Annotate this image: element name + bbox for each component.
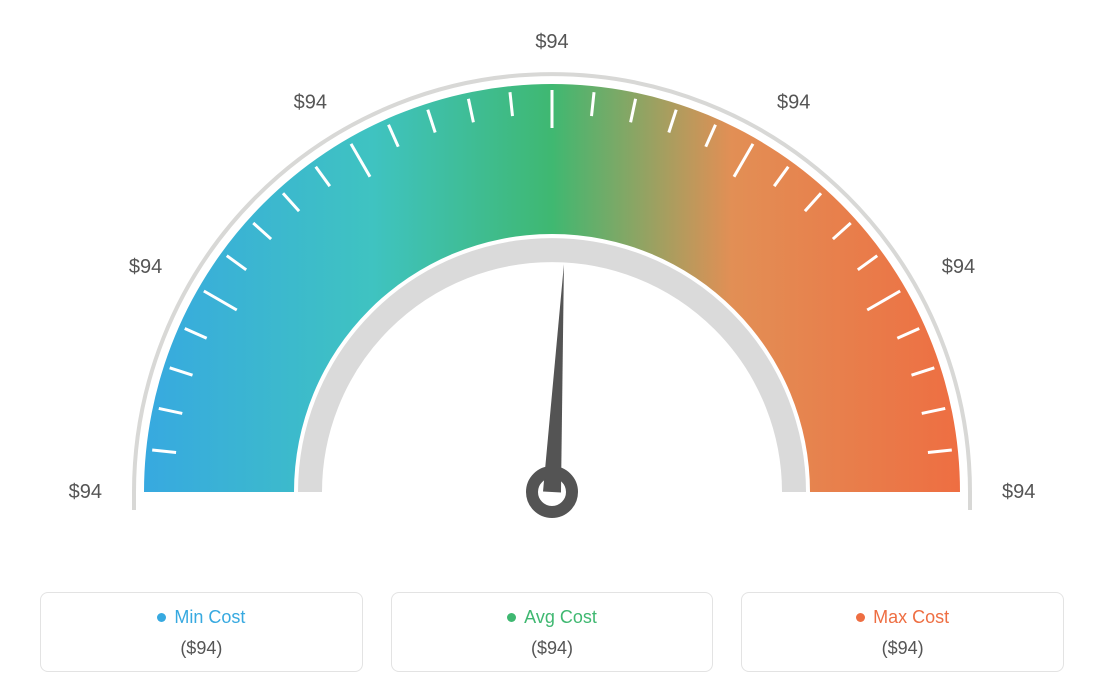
legend-card-avg: Avg Cost ($94) [391, 592, 714, 672]
cost-gauge-infographic: $94 $94 $94 $94 $94 $94 $94 Min Cost ($94) Avg… [0, 0, 1104, 690]
legend-title-max: Max Cost [856, 607, 949, 628]
legend-title-min: Min Cost [157, 607, 245, 628]
dot-icon [507, 613, 516, 622]
dot-icon [157, 613, 166, 622]
tick-label: $94 [129, 256, 162, 278]
tick-label: $94 [294, 91, 327, 113]
gauge-area: $94 $94 $94 $94 $94 $94 $94 [0, 0, 1104, 560]
legend-card-max: Max Cost ($94) [741, 592, 1064, 672]
gauge-svg: $94 $94 $94 $94 $94 $94 $94 [0, 0, 1104, 560]
tick-label: $94 [535, 31, 568, 53]
legend-value: ($94) [51, 638, 352, 659]
legend-value: ($94) [402, 638, 703, 659]
dot-icon [856, 613, 865, 622]
needle [543, 264, 564, 492]
tick-label: $94 [1002, 481, 1035, 503]
legend-card-min: Min Cost ($94) [40, 592, 363, 672]
tick-label: $94 [69, 481, 102, 503]
legend-label: Min Cost [174, 607, 245, 628]
legend-label: Max Cost [873, 607, 949, 628]
legend-value: ($94) [752, 638, 1053, 659]
legend-label: Avg Cost [524, 607, 597, 628]
gauge-group: $94 $94 $94 $94 $94 $94 $94 [69, 31, 1036, 512]
tick-label: $94 [777, 91, 810, 113]
tick-label: $94 [942, 256, 975, 278]
legend-row: Min Cost ($94) Avg Cost ($94) Max Cost (… [0, 592, 1104, 672]
legend-title-avg: Avg Cost [507, 607, 597, 628]
